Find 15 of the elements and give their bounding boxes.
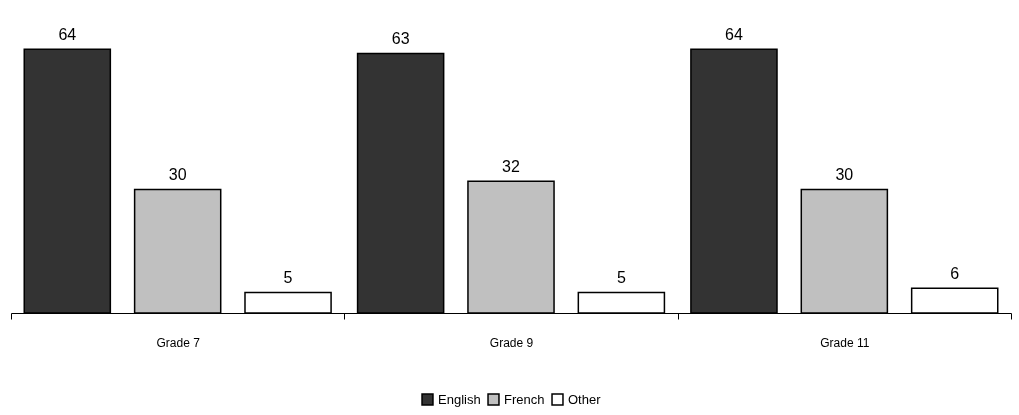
data-label: 64 — [58, 26, 77, 44]
x-tick-label: Grade 7 — [156, 335, 201, 350]
data-label: 30 — [168, 166, 187, 184]
data-label: 5 — [616, 269, 626, 287]
x-tick-label: Grade 11 — [820, 335, 870, 350]
data-label: 5 — [283, 269, 293, 287]
legend-label: Other — [568, 391, 602, 407]
legend-label: English — [438, 391, 481, 407]
data-label: 32 — [502, 158, 520, 176]
x-tick-label: Grade 9 — [489, 335, 534, 350]
data-label: 6 — [950, 265, 960, 283]
data-label: 63 — [391, 30, 410, 48]
data-label: 30 — [835, 166, 854, 184]
legend-label: French — [504, 391, 545, 407]
data-label: 64 — [725, 26, 743, 44]
